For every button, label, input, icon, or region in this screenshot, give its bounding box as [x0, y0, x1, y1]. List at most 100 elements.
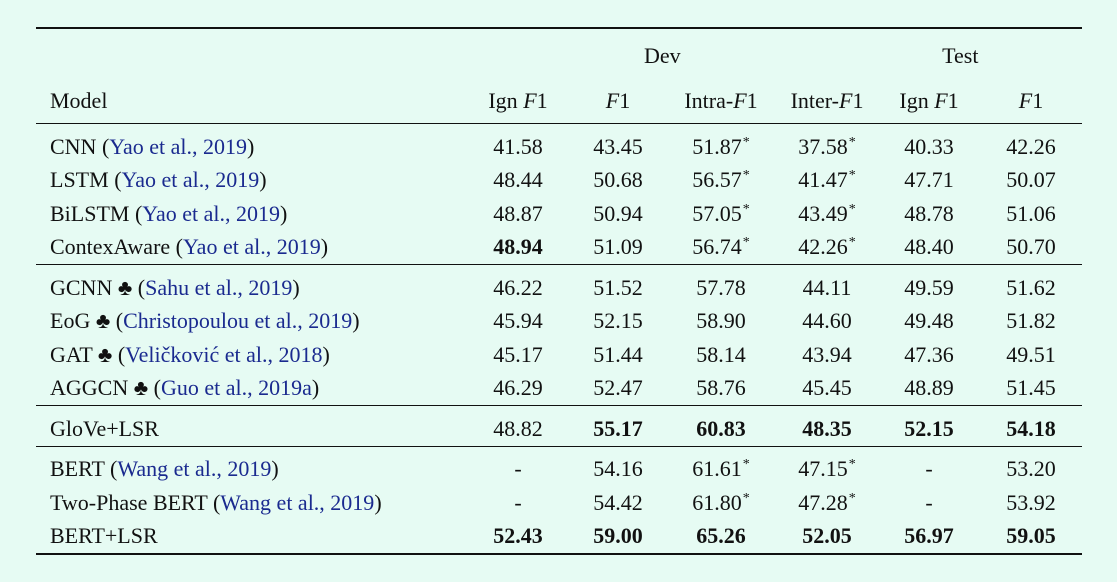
value: 48.78: [904, 200, 954, 226]
model-name: BERT: [50, 456, 105, 482]
value-cell: 46.22: [466, 265, 570, 305]
value-cell: 57.78: [666, 265, 776, 305]
group-header-row: Dev Test: [36, 29, 1082, 79]
value-cell: 61.80*: [666, 486, 776, 520]
value-cell: 58.90: [666, 305, 776, 339]
value: 41.47: [798, 167, 848, 193]
significance-star: *: [742, 134, 750, 150]
significance-star: *: [742, 457, 750, 473]
section-separator: [36, 405, 1083, 406]
citation-link[interactable]: Sahu et al., 2019: [145, 274, 293, 300]
table-row: EoG ♣ (Christopoulou et al., 2019) 45.94 5…: [36, 305, 1082, 339]
value-cell: 42.26: [980, 124, 1082, 164]
value: 50.07: [1006, 167, 1056, 193]
test-group-header: Test: [878, 29, 1082, 79]
test-group-label: Test: [942, 43, 979, 68]
value: 47.71: [904, 167, 954, 193]
citation-link[interactable]: Yao et al., 2019: [183, 234, 321, 260]
significance-star: *: [742, 490, 750, 506]
value-cell: 44.11: [776, 265, 878, 305]
value-cell: 45.17: [466, 338, 570, 372]
citation-link[interactable]: Yao et al., 2019: [121, 167, 260, 193]
value: 46.22: [493, 274, 543, 300]
value: 51.87: [692, 133, 742, 159]
table-row: GloVe+LSR 48.82 55.17 60.83 48.35 52.15 54.18: [36, 406, 1082, 446]
value-cell: 48.82: [466, 406, 570, 446]
value: 50.94: [593, 200, 643, 226]
value-cell: 50.94: [570, 197, 666, 231]
value-cell: -: [878, 486, 980, 520]
value: -: [514, 456, 522, 482]
value: -: [925, 489, 933, 515]
model-cell: ContexAware (Yao et al., 2019): [50, 234, 329, 260]
value: 57.05: [692, 200, 742, 226]
model-name: AGGCN ♣: [50, 375, 149, 401]
value: 52.43: [493, 523, 543, 549]
value-cell: 48.44: [466, 164, 570, 198]
value: 51.44: [593, 341, 643, 367]
value-cell: 61.61*: [666, 447, 776, 487]
value-cell: 53.20: [980, 447, 1082, 487]
model-cell: BiLSTM (Yao et al., 2019): [50, 200, 288, 226]
value-cell: 47.15*: [776, 447, 878, 487]
value: 52.15: [904, 415, 954, 441]
model-cell: LSTM (Yao et al., 2019): [50, 167, 267, 193]
results-body: CNN (Yao et al., 2019) 41.58 43.45 51.87* 37…: [36, 123, 1083, 554]
dev-group-header: Dev: [466, 29, 878, 79]
results-table-container: Dev Test Model Ign F1 F1 Intra-F1 Inter-…: [36, 27, 1083, 555]
value: 45.94: [493, 308, 543, 334]
value-cell: 59.05: [980, 520, 1082, 554]
citation-link[interactable]: Veličković et al., 2018: [125, 341, 323, 367]
value-cell: 59.00: [570, 520, 666, 554]
col-label: F1: [1018, 88, 1044, 113]
value: 52.15: [593, 308, 643, 334]
value-cell: 49.59: [878, 265, 980, 305]
bottom-rule: [36, 553, 1082, 555]
citation-link[interactable]: Wang et al., 2019: [117, 456, 272, 482]
model-cell: BERT (Wang et al., 2019): [50, 456, 279, 482]
value-cell: 51.52: [570, 265, 666, 305]
value-cell: 56.97: [878, 520, 980, 554]
citation-link[interactable]: Wang et al., 2019: [220, 489, 375, 515]
significance-star: *: [848, 235, 856, 251]
col-test-ign-f1: Ign F1: [878, 79, 980, 123]
table-row: GAT ♣ (Veličković et al., 2018) 45.17 51.4…: [36, 338, 1082, 372]
value: 56.97: [904, 523, 954, 549]
value: 51.06: [1006, 200, 1056, 226]
value: 46.29: [493, 375, 543, 401]
value: 51.52: [593, 274, 643, 300]
value-cell: 52.05: [776, 520, 878, 554]
value: 48.82: [493, 415, 543, 441]
section-separator: [36, 445, 1083, 447]
model-name: BERT+LSR: [50, 523, 158, 549]
table-row: ContexAware (Yao et al., 2019) 48.94 51.09…: [36, 231, 1082, 265]
value: 61.61: [692, 456, 742, 482]
value-cell: 54.18: [980, 406, 1082, 446]
value: 58.14: [696, 341, 746, 367]
column-header-row: Model Ign F1 F1 Intra-F1 Inter-F1 Ign F1…: [36, 79, 1082, 123]
value-cell: -: [466, 486, 570, 520]
value: 48.35: [802, 415, 852, 441]
value: 43.49: [798, 200, 848, 226]
value-cell: -: [878, 447, 980, 487]
citation-link[interactable]: Christopoulou et al., 2019: [123, 308, 353, 334]
results-table: Dev Test Model Ign F1 F1 Intra-F1 Inter-…: [36, 29, 1083, 554]
value: 50.68: [593, 167, 643, 193]
citation-link[interactable]: Yao et al., 2019: [142, 200, 281, 226]
value-cell: 51.09: [570, 231, 666, 265]
value: 49.59: [904, 274, 954, 300]
value-cell: 54.16: [570, 447, 666, 487]
citation-link[interactable]: Guo et al., 2019a: [161, 375, 312, 401]
table-row: BiLSTM (Yao et al., 2019) 48.87 50.94 57.05…: [36, 197, 1082, 231]
model-name: GloVe+LSR: [50, 415, 159, 441]
col-label: Ign F1: [488, 88, 548, 113]
value: 42.26: [798, 234, 848, 260]
value-cell: 43.94: [776, 338, 878, 372]
value-cell: 50.70: [980, 231, 1082, 265]
value-cell: 49.51: [980, 338, 1082, 372]
citation-link[interactable]: Yao et al., 2019: [109, 133, 247, 159]
value-cell: 60.83: [666, 406, 776, 446]
value-cell: 65.26: [666, 520, 776, 554]
value: 53.92: [1006, 489, 1056, 515]
value-cell: 51.62: [980, 265, 1082, 305]
